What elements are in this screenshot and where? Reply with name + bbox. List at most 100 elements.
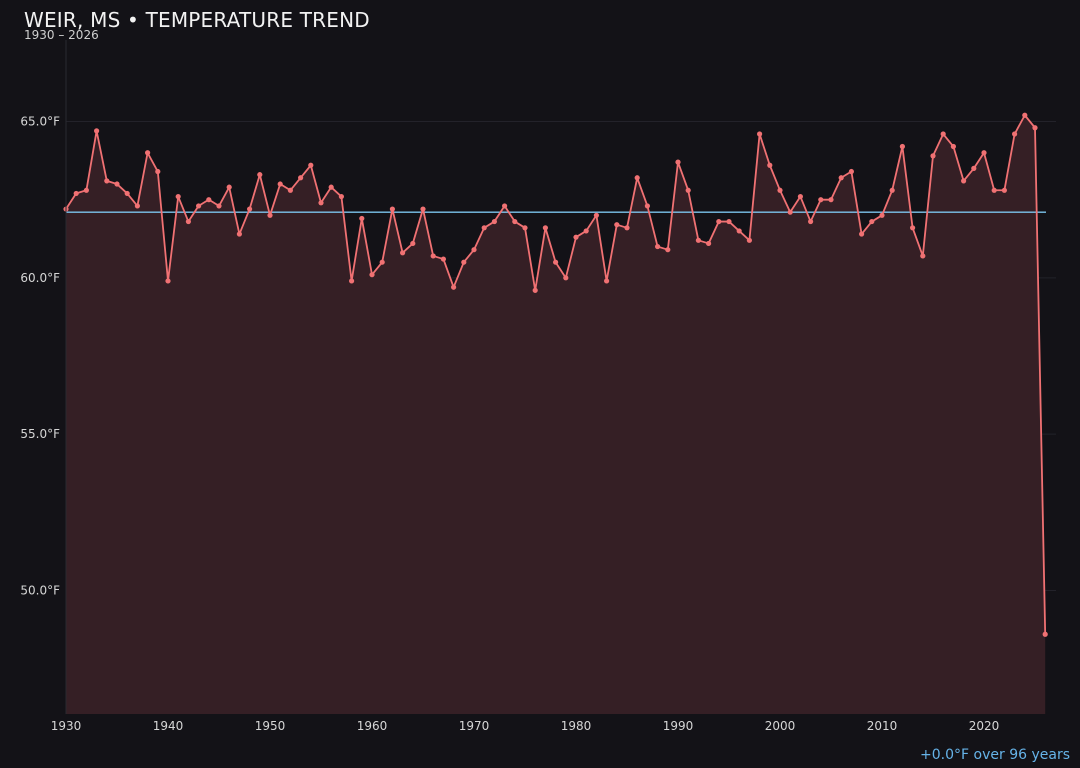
x-tick-label: 2000 bbox=[765, 719, 796, 733]
data-point bbox=[634, 175, 640, 181]
data-point bbox=[859, 231, 865, 237]
chart-subtitle: 1930 – 2026 bbox=[24, 28, 99, 42]
data-point bbox=[644, 203, 651, 209]
data-point bbox=[298, 175, 304, 181]
data-point bbox=[502, 203, 508, 209]
data-point bbox=[318, 200, 324, 206]
data-point bbox=[695, 237, 702, 243]
data-point bbox=[614, 222, 620, 228]
data-point bbox=[369, 272, 375, 278]
data-point bbox=[247, 206, 253, 212]
y-tick-label: 60.0°F bbox=[20, 271, 60, 285]
area-fill bbox=[66, 115, 1046, 715]
axis-layer: 50.0°F 55.0°F 60.0°F 65.0°F 1930 1940 1950 1960… bbox=[20, 40, 999, 733]
data-point bbox=[981, 150, 987, 156]
data-point bbox=[818, 197, 824, 203]
data-point bbox=[114, 181, 120, 187]
data-point bbox=[349, 278, 355, 284]
data-point bbox=[1012, 131, 1018, 137]
data-point bbox=[124, 190, 130, 197]
data-point bbox=[716, 218, 722, 225]
data-point bbox=[583, 228, 589, 234]
data-point bbox=[155, 168, 161, 175]
data-point bbox=[134, 203, 140, 209]
data-point bbox=[420, 206, 426, 212]
data-point bbox=[950, 143, 957, 150]
data-point bbox=[94, 128, 100, 134]
data-point bbox=[685, 187, 691, 193]
data-point bbox=[461, 259, 467, 265]
data-point bbox=[532, 287, 538, 293]
data-point bbox=[400, 250, 406, 256]
data-point bbox=[471, 247, 477, 253]
data-point bbox=[991, 187, 997, 193]
data-point bbox=[1001, 187, 1008, 193]
data-point bbox=[185, 218, 191, 225]
x-tick-label: 1960 bbox=[357, 719, 388, 733]
data-point bbox=[808, 218, 814, 225]
x-tick-label: 1970 bbox=[459, 719, 490, 733]
data-point bbox=[145, 150, 151, 156]
data-point bbox=[542, 225, 549, 231]
data-point bbox=[257, 172, 263, 178]
data-point bbox=[910, 225, 916, 231]
y-tick-label: 55.0°F bbox=[20, 427, 60, 441]
data-point bbox=[491, 218, 497, 225]
y-tick-label: 50.0°F bbox=[20, 584, 60, 598]
data-point bbox=[899, 143, 906, 150]
y-tick-label: 65.0°F bbox=[20, 115, 60, 129]
x-tick-label: 2020 bbox=[969, 719, 1000, 733]
data-point bbox=[838, 175, 844, 181]
data-point bbox=[767, 162, 773, 168]
series-layer bbox=[63, 112, 1048, 637]
data-point bbox=[869, 218, 875, 225]
data-point bbox=[940, 131, 946, 137]
data-point bbox=[624, 225, 630, 231]
data-point bbox=[736, 228, 742, 234]
data-point bbox=[1022, 112, 1028, 118]
data-point bbox=[267, 212, 273, 218]
data-point bbox=[777, 187, 783, 193]
data-point bbox=[706, 240, 712, 247]
x-tick-label: 1940 bbox=[153, 719, 184, 733]
area-layer bbox=[66, 115, 1046, 715]
x-tick-label: 2010 bbox=[867, 719, 898, 733]
data-point bbox=[451, 284, 457, 290]
data-point bbox=[73, 190, 79, 197]
data-point bbox=[787, 209, 793, 215]
data-point bbox=[196, 203, 202, 209]
data-point bbox=[308, 162, 314, 168]
trend-summary: +0.0°F over 96 years bbox=[920, 747, 1070, 763]
data-point bbox=[389, 206, 395, 212]
data-point bbox=[553, 259, 559, 265]
data-point bbox=[430, 253, 436, 259]
data-point bbox=[216, 203, 222, 209]
data-point bbox=[920, 253, 926, 259]
data-point bbox=[1032, 125, 1038, 131]
data-point bbox=[226, 184, 232, 190]
chart-title: WEIR, MS • TEMPERATURE TREND bbox=[24, 8, 370, 32]
data-point bbox=[410, 240, 416, 247]
data-point bbox=[930, 153, 936, 159]
data-point bbox=[277, 181, 283, 187]
data-point bbox=[522, 225, 528, 231]
data-point bbox=[1042, 631, 1048, 637]
data-point bbox=[961, 178, 967, 184]
data-point bbox=[675, 159, 681, 165]
x-tick-label: 1990 bbox=[663, 719, 694, 733]
data-point bbox=[236, 231, 242, 237]
data-point bbox=[665, 247, 671, 253]
data-point bbox=[848, 168, 855, 175]
x-tick-label: 1980 bbox=[561, 719, 592, 733]
data-point bbox=[175, 193, 181, 200]
data-point bbox=[512, 218, 518, 225]
data-point bbox=[481, 225, 487, 231]
data-point bbox=[828, 197, 834, 203]
data-point bbox=[338, 193, 344, 200]
data-point bbox=[359, 215, 365, 222]
data-point bbox=[655, 243, 661, 250]
data-point bbox=[889, 187, 895, 193]
data-point bbox=[287, 187, 293, 193]
data-point bbox=[726, 218, 732, 225]
